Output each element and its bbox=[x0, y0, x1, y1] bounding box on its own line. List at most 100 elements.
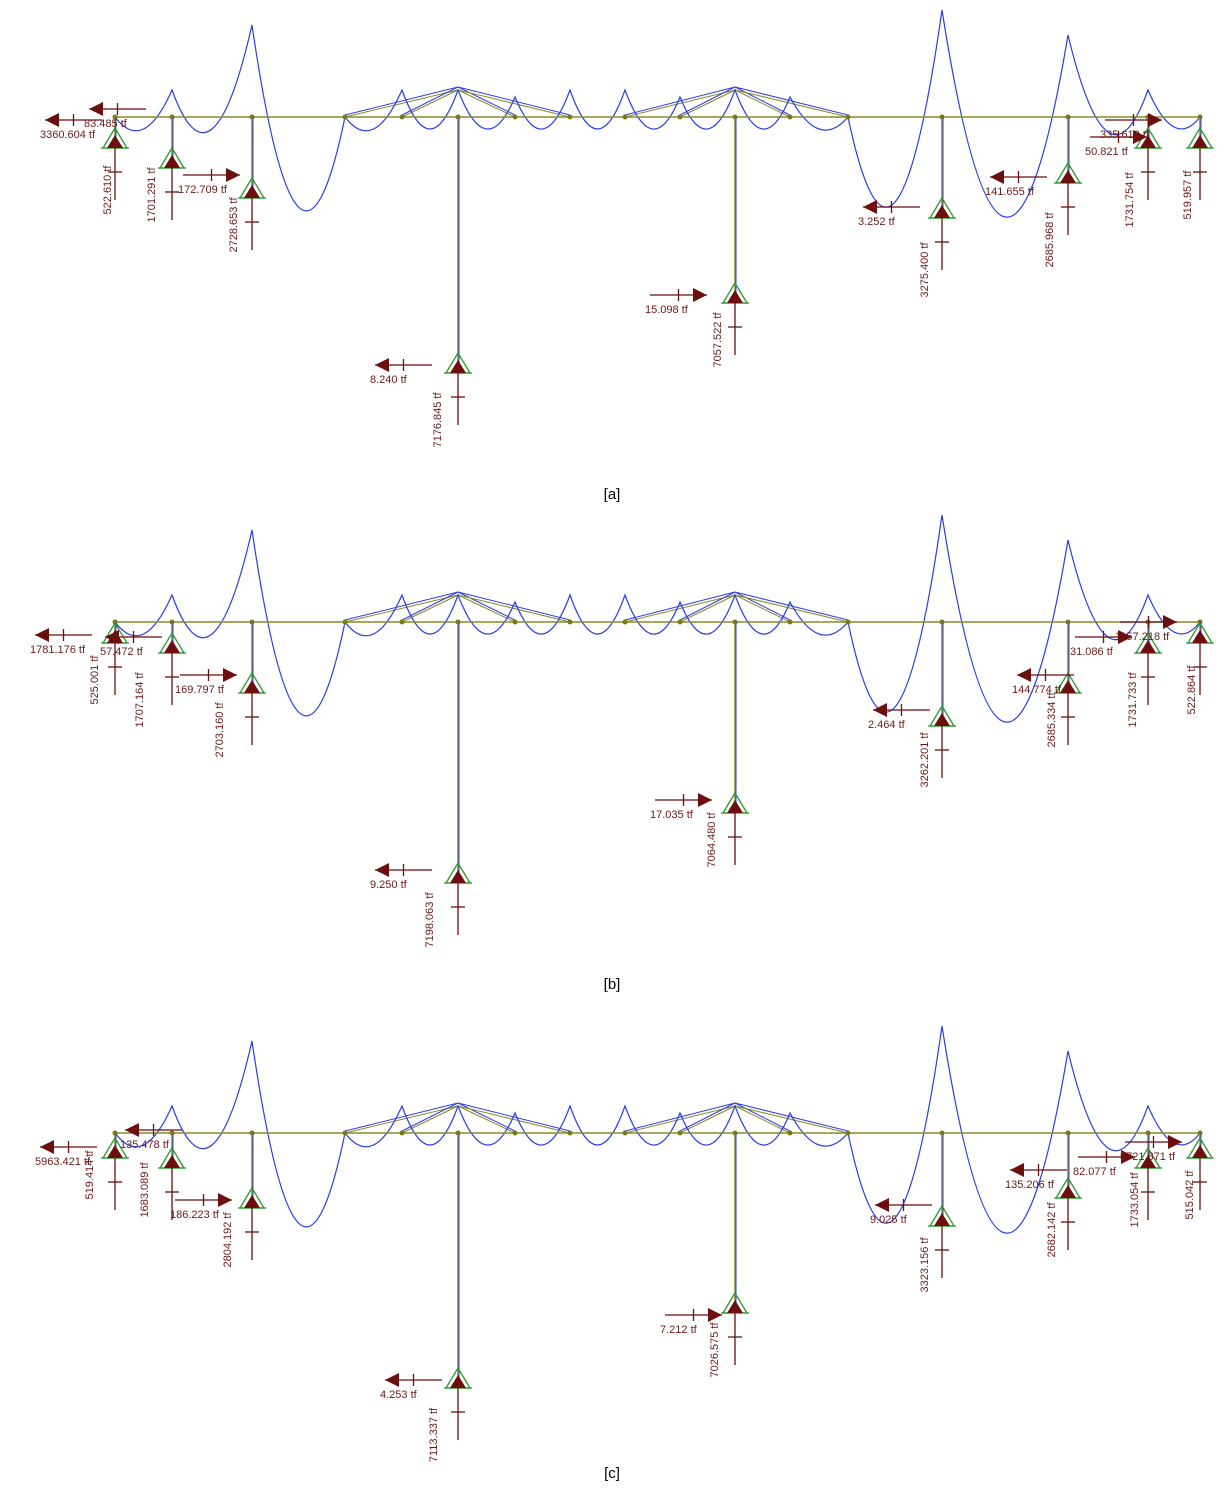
node bbox=[623, 115, 628, 120]
node bbox=[513, 620, 518, 625]
reaction-label: 7113.337 tf bbox=[428, 1407, 440, 1462]
stay-cable bbox=[458, 87, 515, 115]
reaction-label: 31.086 tf bbox=[1070, 646, 1114, 658]
stay-cable bbox=[625, 595, 735, 622]
horizontal-reaction-head bbox=[1168, 1135, 1182, 1149]
reaction-label: 4.253 tf bbox=[380, 1389, 418, 1401]
reaction-label: 172.709 tf bbox=[178, 184, 228, 196]
reaction-label: 82.077 tf bbox=[1073, 1166, 1117, 1178]
horizontal-reaction-head bbox=[1010, 1163, 1024, 1177]
horizontal-reaction-head bbox=[1148, 113, 1162, 127]
node bbox=[788, 620, 793, 625]
reaction-label: 7026.575 tf bbox=[709, 1322, 721, 1378]
reaction-label: 2.464 tf bbox=[868, 719, 906, 731]
reaction-label: 525.001 tf bbox=[89, 655, 101, 705]
node bbox=[568, 115, 573, 120]
caption: [a] bbox=[604, 486, 621, 503]
horizontal-reaction-head bbox=[1163, 615, 1177, 629]
reaction-label: 522.864 tf bbox=[1186, 665, 1198, 715]
horizontal-reaction-head bbox=[40, 1140, 54, 1154]
node bbox=[623, 1131, 628, 1136]
reaction-label: 135.206 tf bbox=[1005, 1179, 1055, 1191]
stay-cable bbox=[458, 1103, 570, 1131]
reaction-label: 5721.871 tf bbox=[1120, 1151, 1176, 1163]
node bbox=[846, 620, 851, 625]
reaction-label: 2685.968 tf bbox=[1044, 212, 1056, 268]
reaction-label: 1701.291 tf bbox=[146, 167, 158, 223]
moment-diagram bbox=[115, 1026, 1200, 1233]
reaction-label: 135.478 tf bbox=[120, 1139, 170, 1151]
node bbox=[788, 1131, 793, 1136]
reaction-label: 3360.604 tf bbox=[40, 129, 96, 141]
reaction-label: 522.610 tf bbox=[102, 165, 114, 215]
reaction-label: 17.035 tf bbox=[650, 809, 694, 821]
node bbox=[568, 1131, 573, 1136]
reaction-label: 515.042 tf bbox=[1184, 1170, 1196, 1220]
reaction-label: 335.618 tf bbox=[1100, 129, 1150, 141]
figure: 3360.604 tf83.485 tf 522.610 tf 1701.291 t… bbox=[0, 0, 1224, 1484]
reaction-label: 169.797 tf bbox=[175, 684, 225, 696]
stay-cable bbox=[735, 1106, 848, 1133]
node bbox=[678, 1131, 683, 1136]
node bbox=[343, 620, 348, 625]
stay-cable bbox=[345, 595, 458, 622]
horizontal-reaction-head bbox=[385, 1373, 399, 1387]
reaction-label: 141.655 tf bbox=[985, 186, 1035, 198]
reaction-label: 1683.089 tf bbox=[139, 1162, 151, 1218]
horizontal-reaction-head bbox=[375, 358, 389, 372]
node bbox=[400, 1131, 405, 1136]
stay-cable bbox=[458, 1106, 570, 1133]
reaction-label: 519.957 tf bbox=[1182, 170, 1194, 220]
stay-cable bbox=[625, 90, 735, 117]
stay-cable bbox=[735, 595, 848, 622]
stay-cable bbox=[345, 1106, 458, 1133]
horizontal-reaction-head bbox=[45, 113, 59, 127]
reaction-label: 50.821 tf bbox=[1085, 146, 1129, 158]
reaction-label: 1731.754 tf bbox=[1124, 172, 1136, 228]
reaction-label: 2682.142 tf bbox=[1046, 1202, 1058, 1258]
node bbox=[788, 115, 793, 120]
stay-cable bbox=[458, 87, 570, 115]
node bbox=[400, 620, 405, 625]
node bbox=[400, 115, 405, 120]
reaction-label: 7198.063 tf bbox=[424, 892, 436, 948]
reaction-label: 7176.845 tf bbox=[432, 392, 444, 448]
node bbox=[623, 620, 628, 625]
reaction-label: 1731.733 tf bbox=[1127, 672, 1139, 728]
horizontal-reaction-head bbox=[375, 863, 389, 877]
reaction-label: 1733.054 tf bbox=[1129, 1172, 1141, 1228]
node bbox=[343, 1131, 348, 1136]
horizontal-reaction-head bbox=[875, 1198, 889, 1212]
reaction-label: 8.240 tf bbox=[370, 374, 408, 386]
reaction-label: 1707.164 tf bbox=[134, 672, 146, 728]
stay-cable bbox=[625, 592, 735, 620]
stay-cable bbox=[625, 87, 735, 115]
reaction-label: 3323.156 tf bbox=[919, 1237, 931, 1293]
reaction-label: 2685.334 tf bbox=[1046, 692, 1058, 748]
horizontal-reaction-head bbox=[35, 628, 49, 642]
stay-cable bbox=[625, 1103, 735, 1131]
horizontal-reaction-head bbox=[125, 1123, 139, 1137]
stay-cable bbox=[345, 90, 458, 117]
reaction-label: 3262.201 tf bbox=[919, 732, 931, 788]
node bbox=[678, 620, 683, 625]
reaction-label: 7057.522 tf bbox=[712, 312, 724, 368]
node bbox=[568, 620, 573, 625]
reaction-label: 83.485 tf bbox=[84, 118, 128, 130]
reaction-label: 1781.176 tf bbox=[30, 644, 86, 656]
stay-cable bbox=[735, 592, 848, 620]
reaction-label: 15.098 tf bbox=[645, 304, 689, 316]
stay-cable bbox=[458, 1103, 515, 1131]
reaction-label: 9.025 tf bbox=[870, 1214, 908, 1226]
horizontal-reaction-head bbox=[708, 1308, 722, 1322]
caption: [c] bbox=[604, 1465, 620, 1482]
stay-cable bbox=[458, 90, 570, 117]
stay-cable bbox=[735, 1103, 848, 1131]
reaction-label: 186.223 tf bbox=[170, 1209, 220, 1221]
reaction-label: 3275.400 tf bbox=[919, 242, 931, 298]
horizontal-reaction-head bbox=[218, 1193, 232, 1207]
reaction-label: 2804.192 tf bbox=[222, 1212, 234, 1268]
reaction-label: 2728.653 tf bbox=[228, 197, 240, 253]
node bbox=[846, 1131, 851, 1136]
stay-cable bbox=[458, 592, 570, 620]
